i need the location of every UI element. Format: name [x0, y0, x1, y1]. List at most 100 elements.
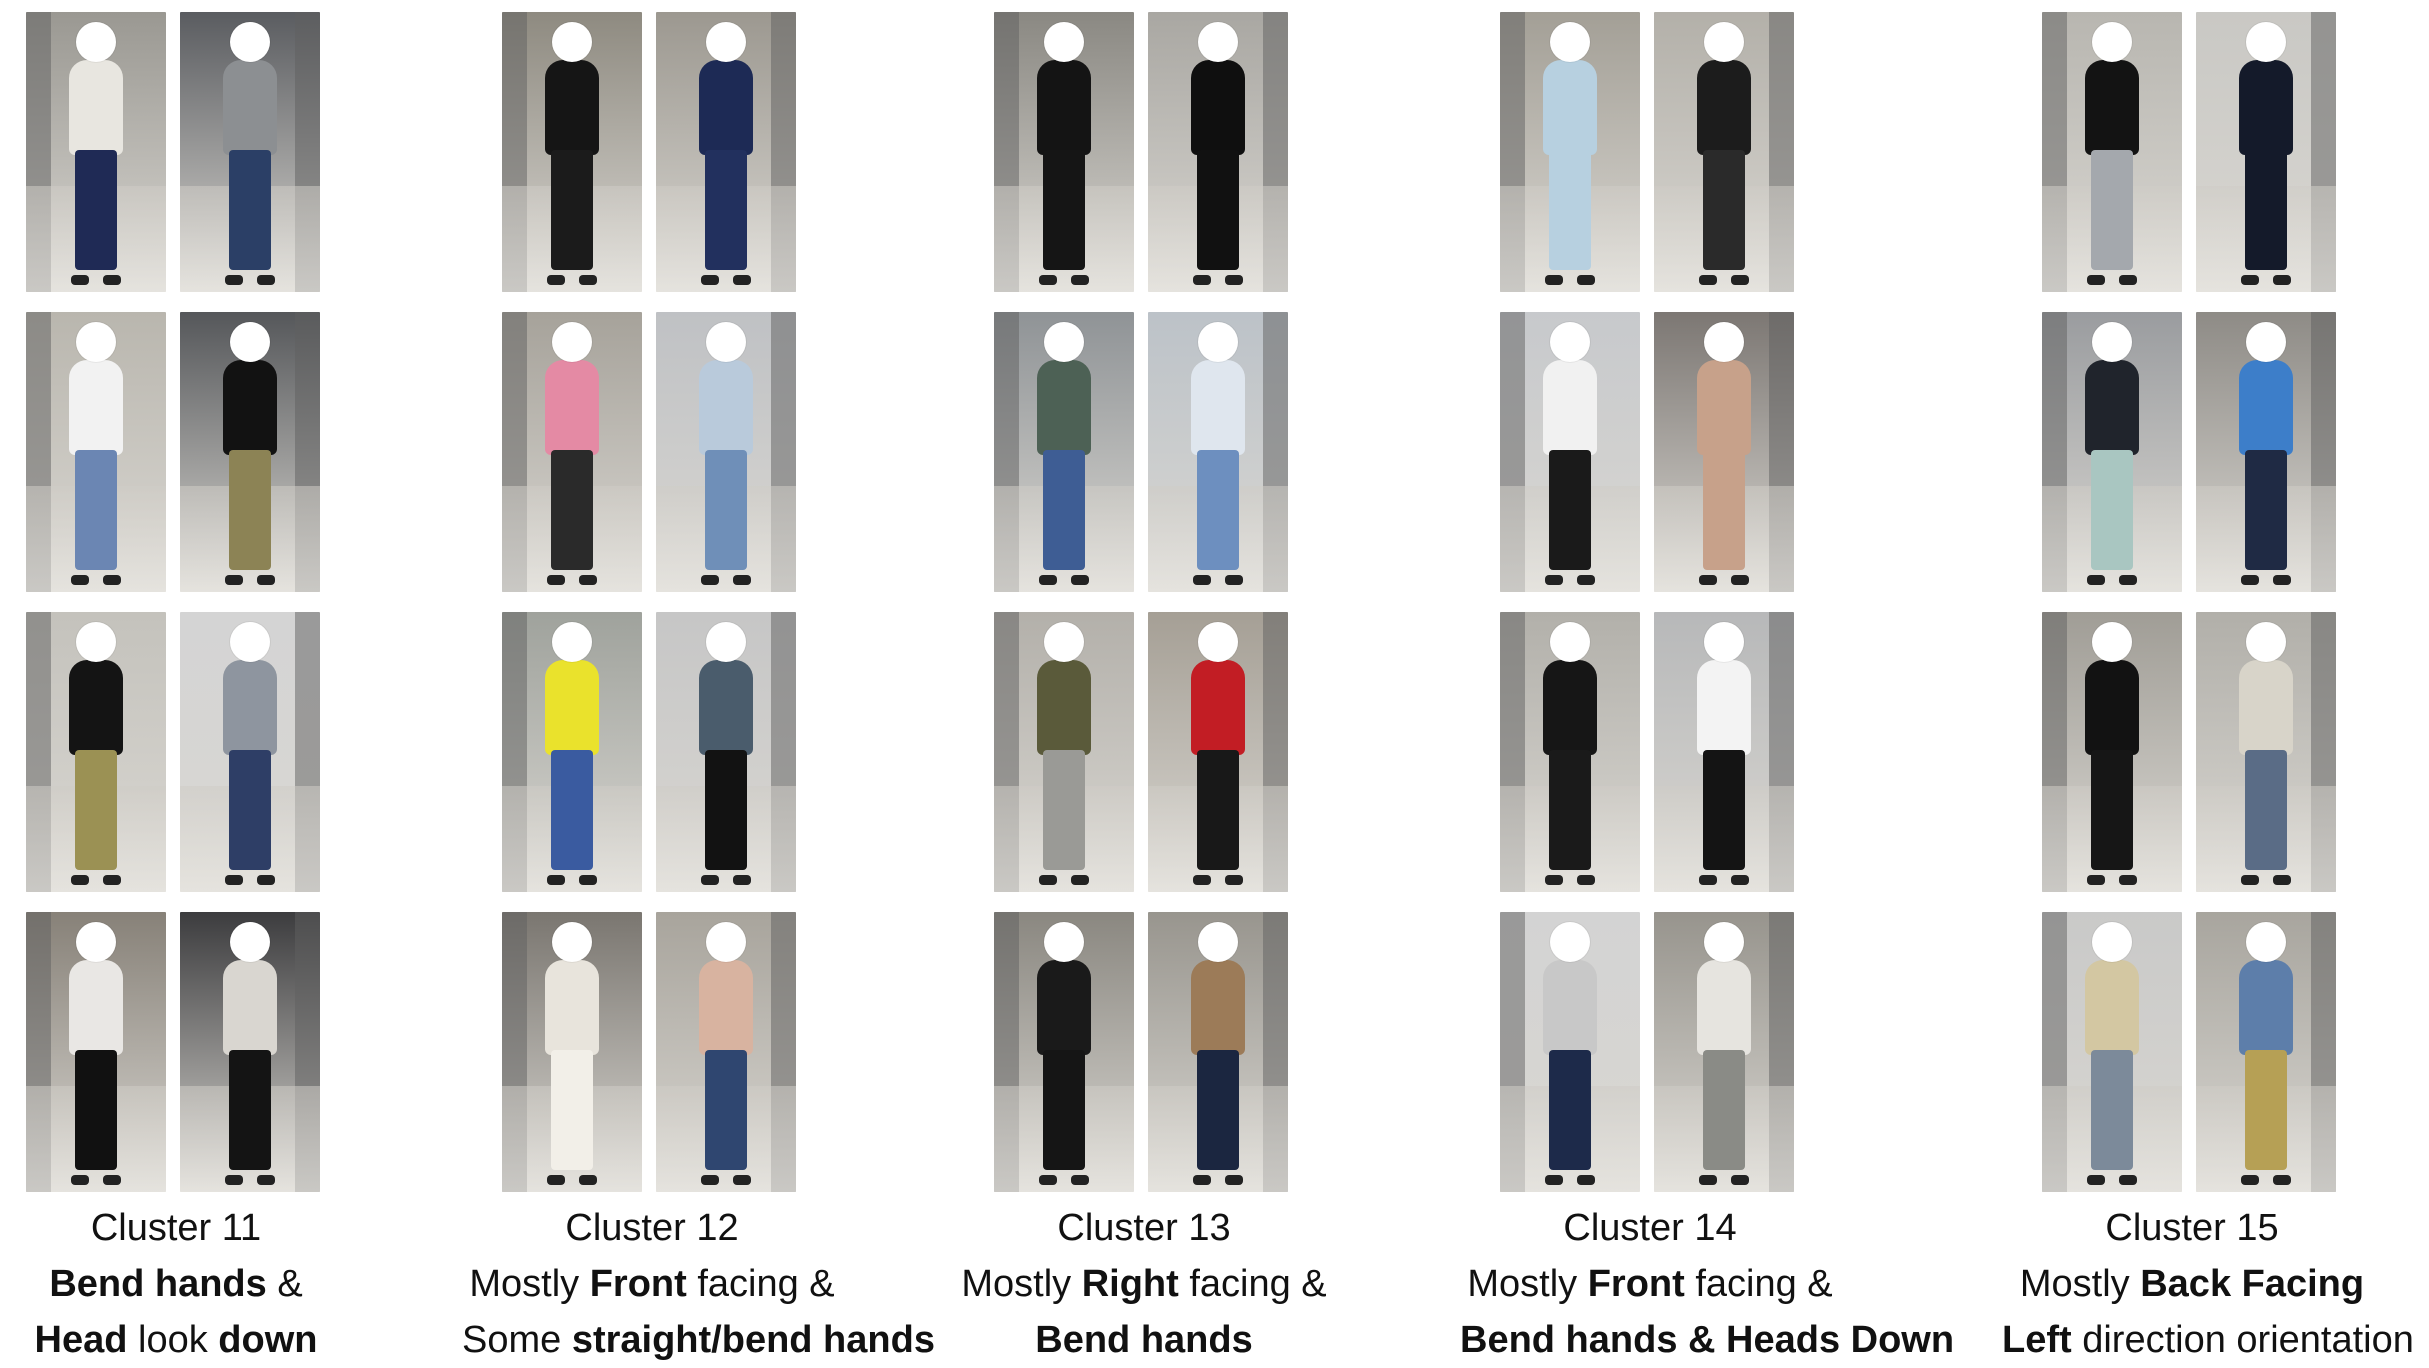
- person-silhouette: [2077, 60, 2147, 285]
- cluster-title: Cluster 15: [2105, 1207, 2279, 1249]
- person-photo: [2042, 312, 2182, 592]
- face-blur-mask: [1550, 322, 1590, 362]
- cluster-11: Cluster 11 Bend hands & Head look down: [26, 0, 326, 1365]
- person-silhouette: [2231, 60, 2301, 285]
- caption-text: facing &: [686, 1263, 835, 1305]
- caption-text: direction orientation: [2071, 1319, 2414, 1361]
- face-blur-mask: [2092, 22, 2132, 62]
- cluster-title: Cluster 11: [90, 1207, 262, 1249]
- person-photo: [502, 612, 642, 892]
- face-blur-mask: [76, 622, 116, 662]
- face-blur-mask: [76, 922, 116, 962]
- face-blur-mask: [1704, 322, 1744, 362]
- person-silhouette: [537, 660, 607, 885]
- person-photo: [2196, 912, 2336, 1192]
- person-silhouette: [215, 960, 285, 1185]
- bold-keyword: Bend hands: [49, 1263, 267, 1305]
- bold-keyword: down: [218, 1319, 318, 1361]
- face-blur-mask: [230, 322, 270, 362]
- person-photo: [2196, 312, 2336, 592]
- caption-text: Some: [462, 1319, 572, 1361]
- person-silhouette: [61, 960, 131, 1185]
- face-blur-mask: [1704, 22, 1744, 62]
- person-photo: [180, 312, 320, 592]
- person-silhouette: [1689, 60, 1759, 285]
- image-grid: [2042, 12, 2336, 1192]
- caption-text: facing &: [1178, 1263, 1327, 1305]
- person-silhouette: [1535, 960, 1605, 1185]
- person-photo: [1500, 912, 1640, 1192]
- face-blur-mask: [552, 22, 592, 62]
- cluster-caption: Cluster 15 Mostly Back Facing Left directi…: [2002, 1200, 2414, 1368]
- face-blur-mask: [1704, 922, 1744, 962]
- face-blur-mask: [76, 322, 116, 362]
- person-silhouette: [1029, 60, 1099, 285]
- face-blur-mask: [1198, 322, 1238, 362]
- face-blur-mask: [1704, 622, 1744, 662]
- person-silhouette: [1183, 360, 1253, 585]
- person-photo: [2042, 12, 2182, 292]
- person-photo: [180, 612, 320, 892]
- person-silhouette: [2077, 960, 2147, 1185]
- person-photo: [994, 12, 1134, 292]
- person-photo: [994, 312, 1134, 592]
- caption-text: Mostly: [1467, 1263, 1588, 1305]
- person-photo: [994, 912, 1134, 1192]
- cluster-description-line2: Mostly Right facing &: [954, 1256, 1334, 1312]
- face-blur-mask: [706, 322, 746, 362]
- person-silhouette: [537, 960, 607, 1185]
- person-silhouette: [537, 360, 607, 585]
- person-silhouette: [1535, 660, 1605, 885]
- bold-keyword: Bend hands & Heads Down: [1460, 1319, 1955, 1361]
- person-photo: [26, 12, 166, 292]
- person-photo: [502, 12, 642, 292]
- face-blur-mask: [76, 22, 116, 62]
- face-blur-mask: [552, 922, 592, 962]
- face-blur-mask: [230, 622, 270, 662]
- person-silhouette: [1689, 360, 1759, 585]
- cluster-description-line3: Some straight/bend hands: [462, 1312, 935, 1368]
- person-silhouette: [215, 660, 285, 885]
- person-photo: [656, 12, 796, 292]
- person-photo: [2042, 912, 2182, 1192]
- person-silhouette: [215, 60, 285, 285]
- person-silhouette: [1029, 360, 1099, 585]
- caption-text: Mostly: [2019, 1263, 2141, 1305]
- person-silhouette: [691, 60, 761, 285]
- person-silhouette: [1535, 60, 1605, 285]
- person-silhouette: [1535, 360, 1605, 585]
- person-silhouette: [1029, 660, 1099, 885]
- bold-keyword: straight/bend hands: [571, 1319, 935, 1361]
- person-photo: [180, 12, 320, 292]
- face-blur-mask: [1198, 922, 1238, 962]
- person-photo: [1148, 312, 1288, 592]
- cluster-15: Cluster 15 Mostly Back Facing Left directi…: [2002, 0, 2414, 1365]
- caption-text: look: [127, 1319, 219, 1361]
- person-silhouette: [2231, 360, 2301, 585]
- cluster-description-line2: Mostly Front facing &: [1460, 1256, 1840, 1312]
- person-silhouette: [61, 360, 131, 585]
- person-silhouette: [1029, 960, 1099, 1185]
- person-photo: [26, 312, 166, 592]
- cluster-caption: Cluster 14 Mostly Front facing & Bend hand…: [1460, 1200, 1954, 1368]
- person-photo: [2196, 612, 2336, 892]
- bold-keyword: Front: [589, 1263, 687, 1305]
- face-blur-mask: [1550, 22, 1590, 62]
- face-blur-mask: [2246, 622, 2286, 662]
- face-blur-mask: [1550, 622, 1590, 662]
- person-photo: [180, 912, 320, 1192]
- cluster-title: Cluster 13: [1057, 1207, 1231, 1249]
- person-silhouette: [61, 660, 131, 885]
- person-photo: [1654, 12, 1794, 292]
- cluster-caption: Cluster 12 Mostly Front facing & Some stra…: [462, 1200, 935, 1368]
- cluster-description-line2: Bend hands &: [0, 1256, 366, 1312]
- person-photo: [656, 612, 796, 892]
- person-silhouette: [691, 960, 761, 1185]
- image-grid: [1500, 12, 1794, 1192]
- cluster-13: Cluster 13 Mostly Right facing & Bend hand…: [961, 0, 1327, 1365]
- person-silhouette: [537, 60, 607, 285]
- person-photo: [502, 312, 642, 592]
- person-photo: [1148, 912, 1288, 1192]
- face-blur-mask: [552, 322, 592, 362]
- face-blur-mask: [552, 622, 592, 662]
